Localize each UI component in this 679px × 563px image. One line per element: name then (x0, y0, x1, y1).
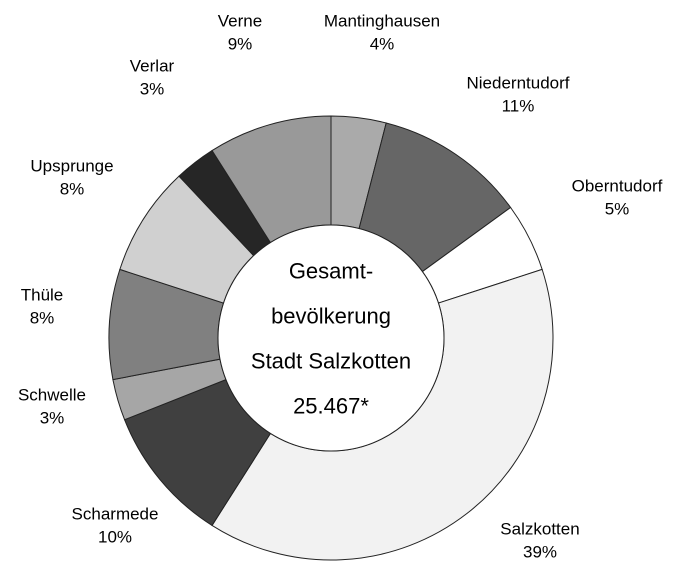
slice-value-label: 39% (523, 542, 557, 561)
slice-label: Scharmede (72, 504, 159, 523)
donut-hole (217, 224, 445, 452)
slice-value-label: 10% (98, 527, 132, 546)
slice-value-label: 3% (140, 79, 165, 98)
slice-value-label: 11% (502, 96, 535, 115)
slice-value-label: 3% (40, 408, 65, 427)
slice-value-label: 8% (30, 308, 55, 327)
slice-label: Oberntudorf (572, 176, 663, 195)
slice-label: Verne (218, 11, 262, 30)
slice-value-label: 9% (228, 34, 253, 53)
slice-value-label: 8% (60, 179, 85, 198)
center-text: Gesamt- (289, 258, 373, 283)
slice-label: Salzkotten (500, 519, 579, 538)
center-text: 25.467* (293, 393, 369, 418)
center-text: bevölkerung (271, 303, 391, 328)
slice-label: Thüle (21, 285, 64, 304)
slice-label: Upsprunge (30, 156, 113, 175)
slice-label: Schwelle (18, 385, 86, 404)
slice-label: Niederntudorf (466, 73, 569, 92)
slice-value-label: 4% (370, 34, 395, 53)
slice-label: Verlar (130, 56, 175, 75)
slice-label: Mantinghausen (324, 11, 440, 30)
slice-value-label: 5% (605, 199, 630, 218)
center-text: Stadt Salzkotten (251, 348, 411, 373)
